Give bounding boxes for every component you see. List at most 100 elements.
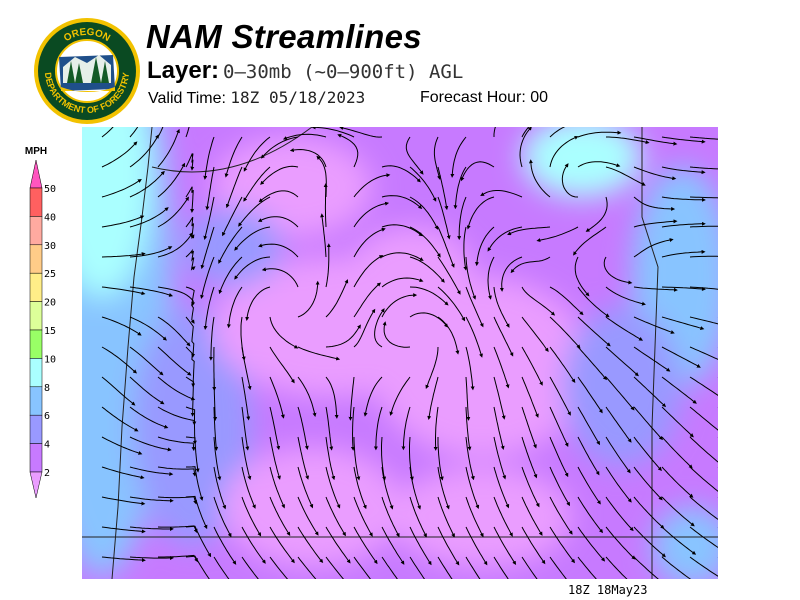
streamline xyxy=(185,495,208,530)
legend-min-arrow xyxy=(29,471,43,499)
streamline xyxy=(225,166,243,209)
wind-speed-shading xyxy=(562,307,682,467)
streamline xyxy=(437,196,451,240)
streamline xyxy=(689,225,718,228)
streamline xyxy=(689,196,718,199)
streamline xyxy=(257,216,299,228)
streamline xyxy=(633,556,659,579)
streamline xyxy=(241,496,262,537)
streamline xyxy=(157,406,197,426)
streamline xyxy=(282,133,327,140)
streamline xyxy=(353,308,376,348)
streamline xyxy=(101,179,142,198)
streamline xyxy=(213,526,237,565)
streamline xyxy=(577,406,601,446)
streamline xyxy=(437,166,449,211)
streamline xyxy=(323,183,328,228)
streamline xyxy=(129,246,173,258)
streamline xyxy=(129,316,167,341)
streamline xyxy=(633,136,678,146)
streamline xyxy=(549,406,569,448)
streamline xyxy=(297,280,320,318)
streamline xyxy=(157,127,164,138)
streamline xyxy=(521,496,543,536)
streamline xyxy=(605,166,646,186)
streamline xyxy=(493,376,506,420)
streamline xyxy=(661,496,695,527)
streamline xyxy=(425,346,439,390)
streamline xyxy=(577,526,606,562)
streamline xyxy=(243,166,271,202)
streamline xyxy=(661,376,697,404)
streamline xyxy=(577,130,622,138)
streamline xyxy=(661,436,693,469)
streamline xyxy=(521,436,538,479)
streamline xyxy=(465,496,484,538)
streamline xyxy=(353,201,390,228)
streamline xyxy=(213,556,230,579)
streamline xyxy=(381,165,421,183)
streamline xyxy=(633,346,671,372)
streamline xyxy=(549,436,569,478)
streamline xyxy=(297,556,317,579)
streamline xyxy=(316,155,327,198)
legend-color-band xyxy=(29,386,43,416)
streamline xyxy=(437,437,444,481)
streamline xyxy=(101,141,138,168)
streamline xyxy=(269,556,289,579)
streamline xyxy=(373,406,383,451)
legend-tick-label: 4 xyxy=(44,440,50,451)
streamline xyxy=(606,136,650,145)
streamline xyxy=(269,466,285,509)
wind-speed-shading xyxy=(182,207,282,287)
streamline xyxy=(661,196,706,202)
streamline xyxy=(213,436,222,481)
streamline xyxy=(339,127,383,138)
streamline xyxy=(661,406,694,438)
streamline xyxy=(493,556,509,579)
streamline xyxy=(689,166,718,170)
streamline xyxy=(157,436,196,452)
streamline xyxy=(260,136,299,159)
streamline xyxy=(241,406,250,451)
streamline xyxy=(374,308,385,348)
streamline xyxy=(463,226,468,271)
streamline xyxy=(200,226,215,270)
legend-tick-label: 40 xyxy=(44,212,56,223)
chart-title: NAM Streamlines xyxy=(146,18,422,55)
streamline xyxy=(297,346,341,361)
streamline xyxy=(605,376,635,411)
oregon-coastline xyxy=(111,127,153,579)
streamline xyxy=(574,256,590,297)
streamline xyxy=(549,556,567,579)
streamline xyxy=(297,496,319,536)
streamline xyxy=(129,170,165,198)
streamline xyxy=(521,556,538,579)
streamline xyxy=(465,286,484,328)
streamline xyxy=(101,406,139,432)
streamline xyxy=(203,136,215,180)
streamline xyxy=(465,556,481,579)
streamline xyxy=(129,555,174,560)
streamline xyxy=(203,196,215,240)
streamline xyxy=(258,190,299,203)
streamline xyxy=(129,134,159,168)
streamline xyxy=(633,436,662,471)
streamline xyxy=(185,286,195,324)
streamline xyxy=(605,496,634,532)
streamline xyxy=(101,376,136,406)
streamline xyxy=(521,406,537,449)
svg-text:OREGON: OREGON xyxy=(62,27,112,44)
streamline xyxy=(157,128,180,168)
layer-info: Layer: 0–30mb (~0–900ft) AGL xyxy=(147,57,463,85)
streamline xyxy=(297,436,310,480)
streamline xyxy=(241,466,256,509)
streamline xyxy=(549,316,581,349)
streamline xyxy=(243,136,271,172)
streamline xyxy=(200,256,215,300)
streamline xyxy=(297,406,309,450)
streamline xyxy=(157,286,196,307)
streamline xyxy=(689,286,718,290)
streamline xyxy=(521,376,539,418)
streamline xyxy=(101,127,114,138)
